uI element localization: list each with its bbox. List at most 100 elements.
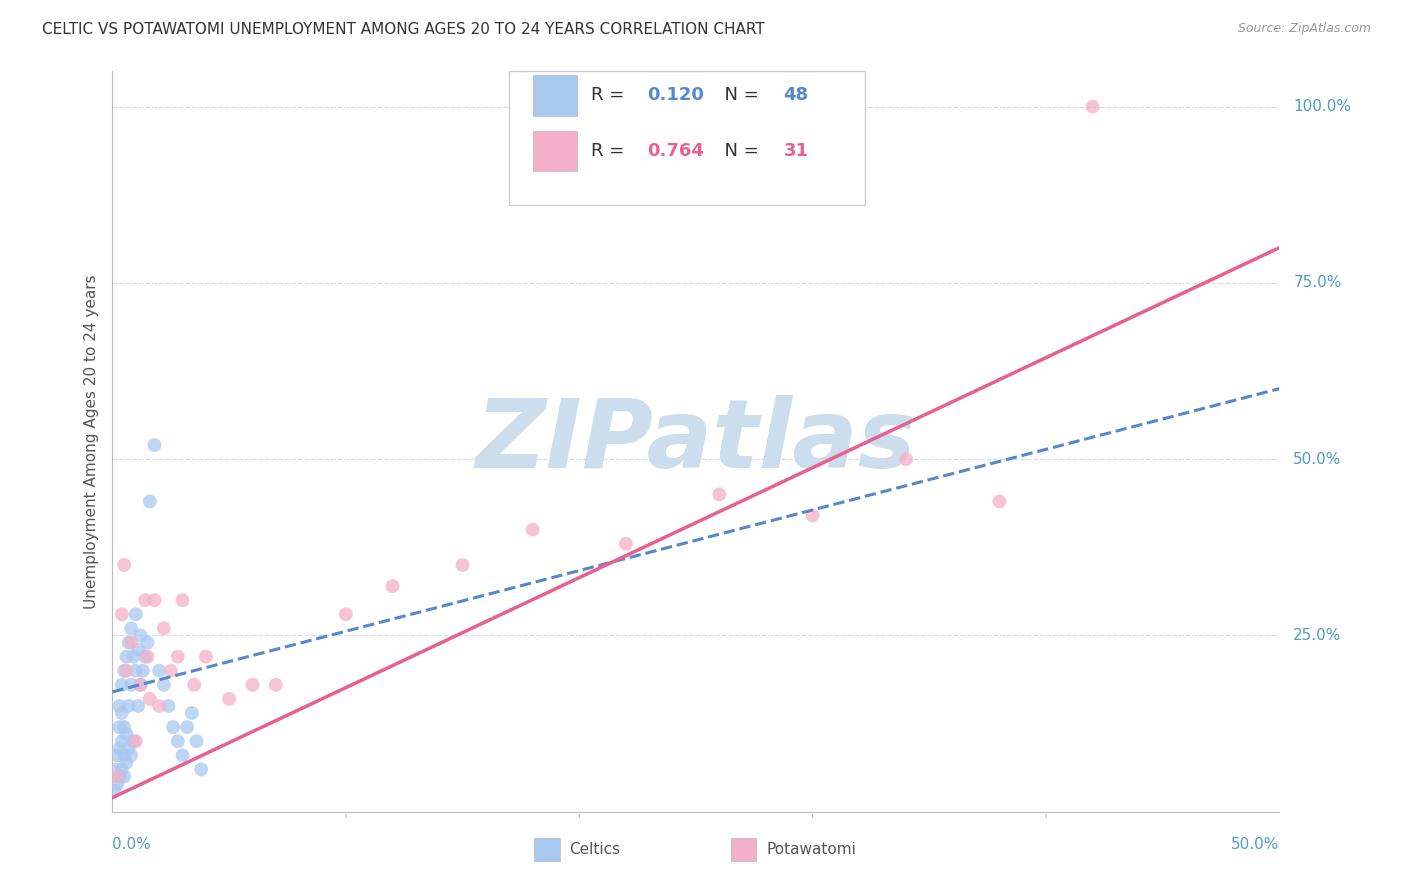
Point <box>172 748 194 763</box>
Text: 50.0%: 50.0% <box>1232 837 1279 852</box>
Point <box>136 649 159 664</box>
Point <box>614 537 637 551</box>
Point <box>381 579 404 593</box>
Point <box>176 720 198 734</box>
Point <box>190 763 212 777</box>
Point <box>120 748 142 763</box>
Point <box>166 734 188 748</box>
Text: 31: 31 <box>783 142 808 160</box>
Point <box>105 748 128 763</box>
Point <box>112 720 135 734</box>
Text: R =: R = <box>591 142 630 160</box>
Point <box>148 698 170 713</box>
Point <box>127 642 149 657</box>
Text: ZIPatlas: ZIPatlas <box>475 395 917 488</box>
Point <box>166 649 188 664</box>
Point <box>129 678 152 692</box>
Bar <box>533 130 576 171</box>
Point <box>183 678 205 692</box>
Point <box>108 698 131 713</box>
Point <box>111 734 134 748</box>
Point <box>148 664 170 678</box>
Point <box>111 706 134 720</box>
Point <box>108 741 131 756</box>
Point <box>125 734 148 748</box>
Text: N =: N = <box>713 142 765 160</box>
Text: N =: N = <box>713 87 765 104</box>
Bar <box>533 75 576 116</box>
Point <box>118 698 141 713</box>
Point <box>115 664 138 678</box>
Point <box>112 748 135 763</box>
Point <box>143 593 166 607</box>
Point <box>112 664 135 678</box>
Point <box>112 558 135 572</box>
Text: Potawatomi: Potawatomi <box>766 842 856 857</box>
Text: 48: 48 <box>783 87 808 104</box>
Point <box>120 678 142 692</box>
Point <box>988 494 1011 508</box>
Point <box>108 720 131 734</box>
Text: Source: ZipAtlas.com: Source: ZipAtlas.com <box>1237 22 1371 36</box>
Point <box>115 727 138 741</box>
Point <box>160 664 183 678</box>
Point <box>112 769 135 783</box>
Point <box>104 763 127 777</box>
Text: 50.0%: 50.0% <box>1294 451 1341 467</box>
Point <box>801 508 824 523</box>
Point <box>118 635 141 649</box>
Point <box>709 487 731 501</box>
Point <box>134 649 156 664</box>
Point <box>125 607 148 622</box>
Point <box>162 720 184 734</box>
Point <box>180 706 202 720</box>
Text: 0.120: 0.120 <box>647 87 704 104</box>
Point <box>139 494 162 508</box>
Point <box>451 558 474 572</box>
Text: 100.0%: 100.0% <box>1294 99 1351 114</box>
Point <box>139 692 162 706</box>
Point <box>522 523 544 537</box>
Point <box>218 692 240 706</box>
Point <box>105 776 128 790</box>
Point <box>127 698 149 713</box>
Point <box>143 438 166 452</box>
Point <box>120 635 142 649</box>
Point <box>186 734 208 748</box>
Point <box>108 769 131 783</box>
Text: CELTIC VS POTAWATOMI UNEMPLOYMENT AMONG AGES 20 TO 24 YEARS CORRELATION CHART: CELTIC VS POTAWATOMI UNEMPLOYMENT AMONG … <box>42 22 765 37</box>
Point <box>125 664 148 678</box>
Y-axis label: Unemployment Among Ages 20 to 24 years: Unemployment Among Ages 20 to 24 years <box>83 274 98 609</box>
Text: 75.0%: 75.0% <box>1294 276 1341 291</box>
Text: R =: R = <box>591 87 630 104</box>
Point <box>335 607 357 622</box>
Point <box>132 664 155 678</box>
Text: 0.764: 0.764 <box>647 142 704 160</box>
Point <box>172 593 194 607</box>
Point <box>242 678 264 692</box>
Point <box>153 621 176 635</box>
Point <box>111 607 134 622</box>
Point <box>104 783 127 797</box>
Text: 0.0%: 0.0% <box>112 837 152 852</box>
Point <box>122 649 145 664</box>
Point <box>1081 100 1104 114</box>
Text: Celtics: Celtics <box>569 842 620 857</box>
Point <box>194 649 217 664</box>
FancyBboxPatch shape <box>509 71 865 204</box>
Point <box>136 635 159 649</box>
Point <box>111 763 134 777</box>
Point <box>120 621 142 635</box>
Point <box>153 678 176 692</box>
Text: 25.0%: 25.0% <box>1294 628 1341 643</box>
Point <box>115 756 138 770</box>
Point <box>157 698 180 713</box>
Point <box>894 452 917 467</box>
Point <box>264 678 287 692</box>
Point <box>115 649 138 664</box>
Point <box>111 678 134 692</box>
Point <box>129 678 152 692</box>
Point <box>122 734 145 748</box>
Point <box>105 769 128 783</box>
Point <box>134 593 156 607</box>
